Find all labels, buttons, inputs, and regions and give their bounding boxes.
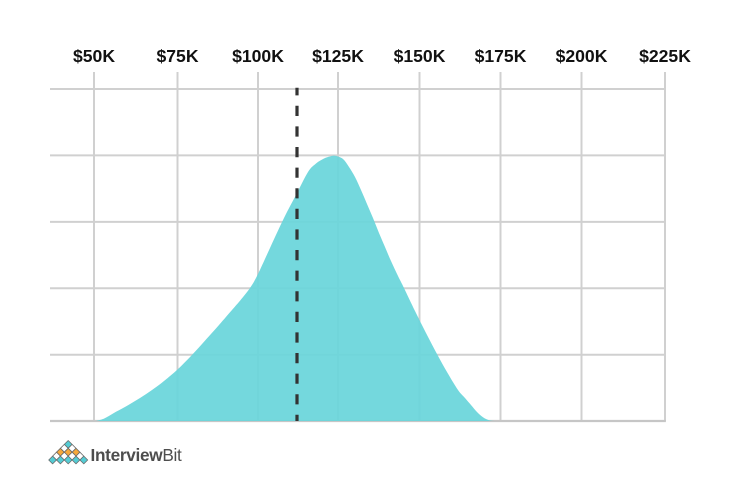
svg-text:$150K: $150K <box>394 46 446 66</box>
svg-text:$125K: $125K <box>312 46 364 66</box>
svg-text:$175K: $175K <box>475 46 527 66</box>
svg-text:$75K: $75K <box>156 46 198 66</box>
svg-text:$200K: $200K <box>556 46 608 66</box>
svg-text:$100K: $100K <box>232 46 284 66</box>
svg-text:InterviewBit: InterviewBit <box>91 445 182 465</box>
svg-text:$225K: $225K <box>639 46 691 66</box>
svg-text:$50K: $50K <box>73 46 115 66</box>
